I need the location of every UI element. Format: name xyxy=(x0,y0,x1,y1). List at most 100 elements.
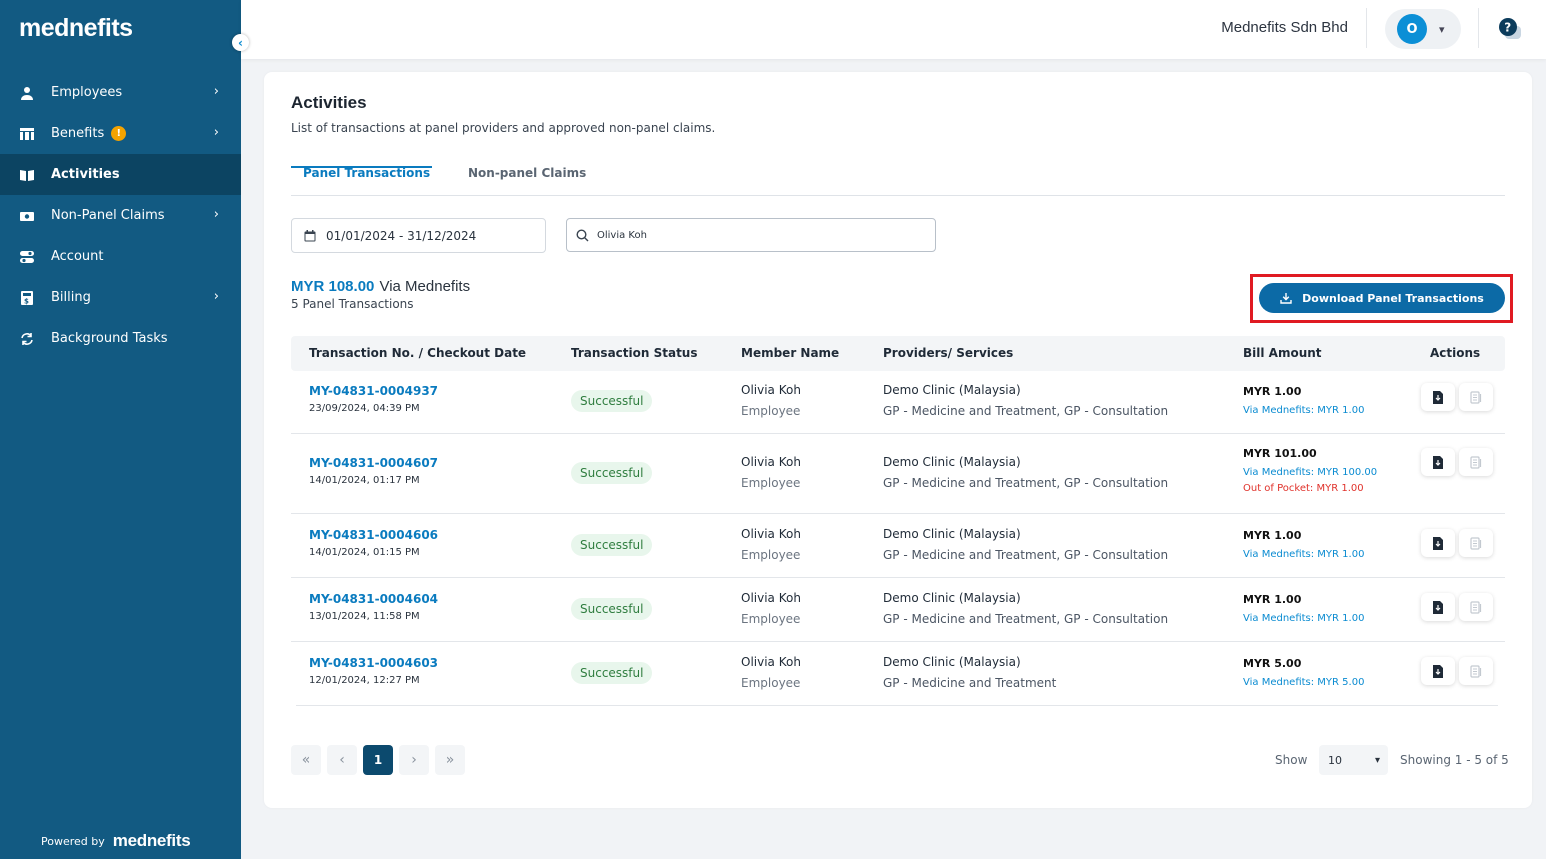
receipt-download-icon xyxy=(1433,600,1443,614)
download-receipt-button[interactable] xyxy=(1421,448,1455,476)
transaction-number-link[interactable]: MY-04831-0004604 xyxy=(309,592,439,606)
member-search[interactable] xyxy=(566,218,936,252)
table-header: Transaction No. / Checkout Date Transact… xyxy=(291,336,1505,371)
column-header: Actions xyxy=(1430,346,1481,360)
showing-count: Showing 1 - 5 of 5 xyxy=(1400,753,1509,767)
checkout-date: 14/01/2024, 01:15 PM xyxy=(309,547,420,558)
header-divider xyxy=(1478,8,1479,48)
download-receipt-button[interactable] xyxy=(1421,383,1455,411)
member-name: Olivia Koh xyxy=(741,655,801,669)
transaction-cell: MY-04831-0004937 23/09/2024, 04:39 PM xyxy=(309,384,438,414)
sidebar-item-label: Billing xyxy=(51,290,91,305)
transaction-number-link[interactable]: MY-04831-0004603 xyxy=(309,656,439,670)
page-size-select[interactable]: 10 ▾ xyxy=(1319,745,1388,775)
provider-cell: Demo Clinic (Malaysia) GP - Medicine and… xyxy=(883,383,1168,418)
bill-cell: MYR 5.00 Via Mednefits: MYR 5.00 xyxy=(1243,657,1364,688)
sidebar-item-activities[interactable]: Activities xyxy=(0,154,241,195)
transaction-number-link[interactable]: MY-04831-0004606 xyxy=(309,528,439,542)
pagination: « ‹ 1 › » xyxy=(291,745,465,775)
tab-non-panel-claims[interactable]: Non-panel Claims xyxy=(468,166,587,180)
sidebar-item-label: Benefits xyxy=(51,126,105,141)
download-panel-transactions-button[interactable]: Download Panel Transactions xyxy=(1259,283,1505,313)
bill-total: MYR 1.00 xyxy=(1243,593,1302,606)
svg-text:$: $ xyxy=(24,297,29,305)
powered-by-logo: mednefits xyxy=(112,831,191,850)
sidebar-item-label: Activities xyxy=(51,167,120,182)
bill-via-mednefits: Via Mednefits: MYR 5.00 xyxy=(1243,677,1365,688)
summary-count: 5 Panel Transactions xyxy=(291,297,414,311)
member-role: Employee xyxy=(741,404,801,418)
bill-total: MYR 1.00 xyxy=(1243,385,1302,398)
search-input[interactable] xyxy=(597,229,917,241)
user-menu-button[interactable]: O ▾ xyxy=(1385,9,1461,49)
view-details-button[interactable] xyxy=(1459,529,1493,557)
view-details-button[interactable] xyxy=(1459,593,1493,621)
page-subtitle: List of transactions at panel providers … xyxy=(291,121,716,135)
download-receipt-button[interactable] xyxy=(1421,593,1455,621)
sync-icon xyxy=(18,330,35,347)
provider-name: Demo Clinic (Malaysia) xyxy=(883,383,1021,397)
company-name: Mednefits Sdn Bhd xyxy=(1221,19,1348,36)
prev-page-button[interactable]: ‹ xyxy=(327,745,357,775)
help-chat-icon[interactable]: ? xyxy=(1497,17,1523,43)
checkout-date: 23/09/2024, 04:39 PM xyxy=(309,403,420,414)
sidebar-item-employees[interactable]: Employees › xyxy=(0,72,241,113)
member-role: Employee xyxy=(741,548,801,562)
sidebar-item-non-panel-claims[interactable]: Non-Panel Claims › xyxy=(0,195,241,236)
member-cell: Olivia Koh Employee xyxy=(741,455,801,490)
transaction-cell: MY-04831-0004604 13/01/2024, 11:58 PM xyxy=(309,592,438,622)
sidebar-item-benefits[interactable]: Benefits ! › xyxy=(0,113,241,154)
sidebar-item-account[interactable]: Account xyxy=(0,236,241,277)
chevron-down-icon: ▾ xyxy=(1374,754,1380,766)
sidebar-collapse-button[interactable]: ‹ xyxy=(232,34,249,51)
transaction-number-link[interactable]: MY-04831-0004937 xyxy=(309,384,439,398)
download-button-label: Download Panel Transactions xyxy=(1302,291,1484,305)
download-receipt-button[interactable] xyxy=(1421,657,1455,685)
first-page-button[interactable]: « xyxy=(291,745,321,775)
transaction-number-link[interactable]: MY-04831-0004607 xyxy=(309,456,439,470)
date-range-picker[interactable]: 01/01/2024 - 31/12/2024 xyxy=(291,218,546,253)
provider-name: Demo Clinic (Malaysia) xyxy=(883,527,1021,541)
column-header[interactable]: Member Name xyxy=(741,346,840,360)
top-header: Mednefits Sdn Bhd O ▾ ? xyxy=(241,0,1546,59)
view-details-button[interactable] xyxy=(1459,657,1493,685)
summary-via: Via Mednefits xyxy=(379,278,471,295)
document-icon xyxy=(1470,455,1482,469)
benefits-icon xyxy=(18,125,35,142)
warning-badge-icon: ! xyxy=(111,126,127,141)
calendar-icon xyxy=(304,229,316,241)
download-receipt-button[interactable] xyxy=(1421,529,1455,557)
member-name: Olivia Koh xyxy=(741,455,801,469)
status-badge: Successful xyxy=(571,662,653,684)
mednefits-logo[interactable]: mednefits xyxy=(19,14,133,42)
last-page-button[interactable]: » xyxy=(435,745,465,775)
sidebar-item-background-tasks[interactable]: Background Tasks xyxy=(0,318,241,359)
view-details-button[interactable] xyxy=(1459,383,1493,411)
column-header[interactable]: Transaction Status xyxy=(571,346,698,360)
next-page-button[interactable]: › xyxy=(399,745,429,775)
member-cell: Olivia Koh Employee xyxy=(741,383,801,418)
powered-by-text: Powered by xyxy=(41,834,105,848)
provider-name: Demo Clinic (Malaysia) xyxy=(883,591,1021,605)
provider-services: GP - Medicine and Treatment, GP - Consul… xyxy=(883,404,1169,418)
date-range-value: 01/01/2024 - 31/12/2024 xyxy=(326,228,477,243)
sidebar-item-label: Background Tasks xyxy=(51,331,168,346)
receipt-download-icon xyxy=(1433,455,1443,469)
active-tab-indicator xyxy=(291,166,432,168)
billing-icon: $ xyxy=(18,289,35,306)
member-role: Employee xyxy=(741,676,801,690)
page-number-button[interactable]: 1 xyxy=(363,745,393,775)
tab-panel-transactions[interactable]: Panel Transactions xyxy=(303,166,431,180)
column-header[interactable]: Providers/ Services xyxy=(883,346,1014,360)
status-badge: Successful xyxy=(571,534,653,556)
bill-via-mednefits: Via Mednefits: MYR 1.00 xyxy=(1243,613,1365,624)
bill-cell: MYR 1.00 Via Mednefits: MYR 1.00 xyxy=(1243,593,1364,624)
chevron-right-icon: › xyxy=(213,289,219,304)
receipt-download-icon xyxy=(1433,536,1443,550)
sidebar-item-billing[interactable]: $ Billing › xyxy=(0,277,241,318)
column-header[interactable]: Transaction No. / Checkout Date xyxy=(309,346,527,360)
sidebar-item-label: Non-Panel Claims xyxy=(51,208,165,223)
member-cell: Olivia Koh Employee xyxy=(741,527,801,562)
column-header[interactable]: Bill Amount xyxy=(1243,346,1322,360)
view-details-button[interactable] xyxy=(1459,448,1493,476)
